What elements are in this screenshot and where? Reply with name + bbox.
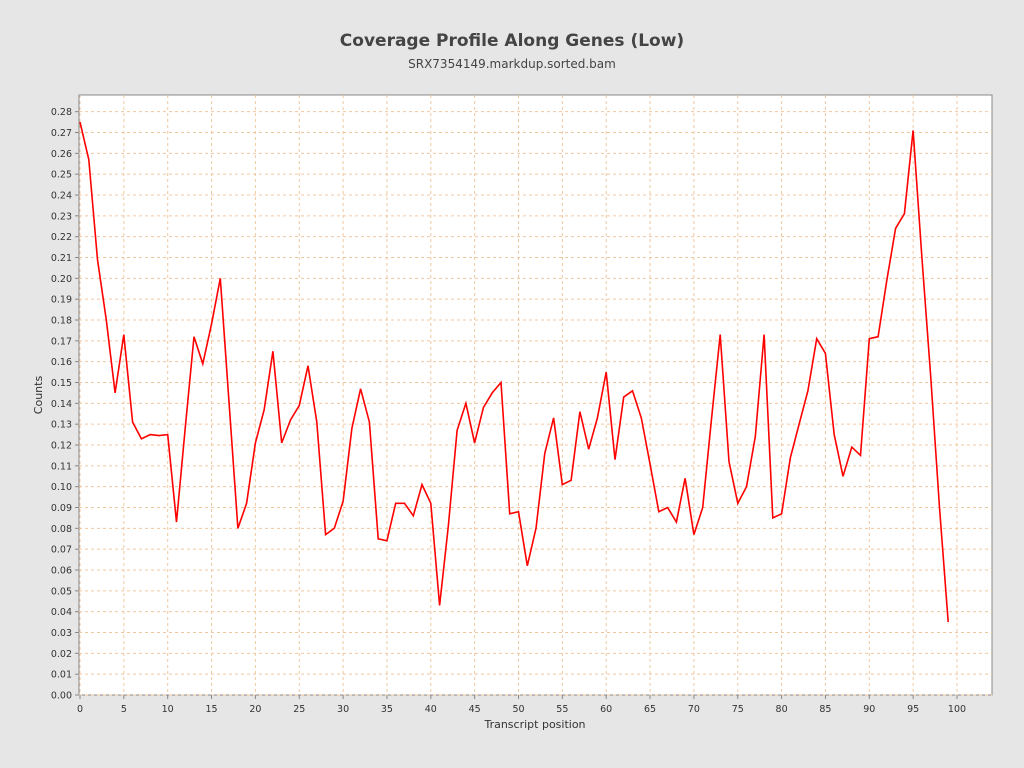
x-tick-label: 5 xyxy=(121,704,127,715)
y-tick-label: 0.22 xyxy=(51,232,72,243)
x-tick-label: 40 xyxy=(425,704,437,715)
x-tick-label: 95 xyxy=(907,704,919,715)
y-tick-label: 0.07 xyxy=(51,545,72,556)
y-tick-label: 0.24 xyxy=(51,191,72,202)
y-tick-label: 0.19 xyxy=(51,295,72,306)
chart-subtitle: SRX7354149.markdup.sorted.bam xyxy=(408,57,616,71)
y-axis: 0.00 0.01 0.02 0.03 0.04 0.05 0.06 0.07 0.08 0.09… xyxy=(51,107,79,702)
y-tick-label: 0.05 xyxy=(51,586,72,597)
x-tick-label: 10 xyxy=(162,704,174,715)
y-tick-label: 0.06 xyxy=(51,566,72,577)
y-tick-label: 0.20 xyxy=(51,274,72,285)
x-tick-label: 50 xyxy=(512,704,524,715)
series-line-coverage xyxy=(79,121,949,623)
y-tick-label: 0.23 xyxy=(51,211,72,222)
x-tick-label: 35 xyxy=(381,704,393,715)
chart-title: Coverage Profile Along Genes (Low) xyxy=(339,31,685,51)
x-tick-label: 65 xyxy=(644,704,656,715)
y-tick-label: 0.27 xyxy=(51,128,72,139)
y-tick-label: 0.17 xyxy=(51,336,72,347)
y-tick-label: 0.15 xyxy=(51,378,72,389)
x-tick-label: 30 xyxy=(337,704,349,715)
y-tick-label: 0.26 xyxy=(51,149,72,160)
x-tick-label: 60 xyxy=(600,704,612,715)
y-tick-label: 0.13 xyxy=(51,420,72,431)
x-tick-label: 70 xyxy=(688,704,700,715)
x-tick-label: 80 xyxy=(776,704,788,715)
x-tick-label: 55 xyxy=(556,704,568,715)
plot-area xyxy=(78,94,993,696)
y-tick-label: 0.12 xyxy=(51,441,72,452)
y-tick-label: 0.14 xyxy=(51,399,72,410)
y-tick-label: 0.01 xyxy=(51,670,72,681)
y-tick-label: 0.18 xyxy=(51,316,72,327)
x-tick-label: 100 xyxy=(948,704,966,715)
y-tick-label: 0.10 xyxy=(51,482,72,493)
y-tick-label: 0.04 xyxy=(51,607,72,618)
y-tick-label: 0.09 xyxy=(51,503,72,514)
y-tick-label: 0.16 xyxy=(51,357,72,368)
x-tick-label: 75 xyxy=(732,704,744,715)
x-tick-label: 85 xyxy=(819,704,831,715)
x-tick-label: 15 xyxy=(206,704,218,715)
y-tick-label: 0.00 xyxy=(51,691,72,702)
y-tick-label: 0.25 xyxy=(51,170,72,181)
y-axis-label: Counts xyxy=(32,376,45,415)
x-tick-label: 0 xyxy=(77,704,83,715)
y-tick-label: 0.08 xyxy=(51,524,72,535)
y-tick-label: 0.02 xyxy=(51,649,72,660)
y-tick-label: 0.28 xyxy=(51,107,72,118)
y-tick-label: 0.21 xyxy=(51,253,72,264)
y-tick-label: 0.03 xyxy=(51,628,72,639)
x-tick-label: 25 xyxy=(293,704,305,715)
x-tick-label: 90 xyxy=(863,704,875,715)
x-tick-label: 45 xyxy=(469,704,481,715)
grid xyxy=(79,95,992,696)
y-tick-label: 0.11 xyxy=(51,461,72,472)
x-axis-label: Transcript position xyxy=(483,718,585,731)
x-axis: 0 5 10 15 20 25 30 35 40 45 50 55 60 65 70 75 80 85 90 95 10… xyxy=(77,695,966,715)
x-tick-label: 20 xyxy=(249,704,261,715)
